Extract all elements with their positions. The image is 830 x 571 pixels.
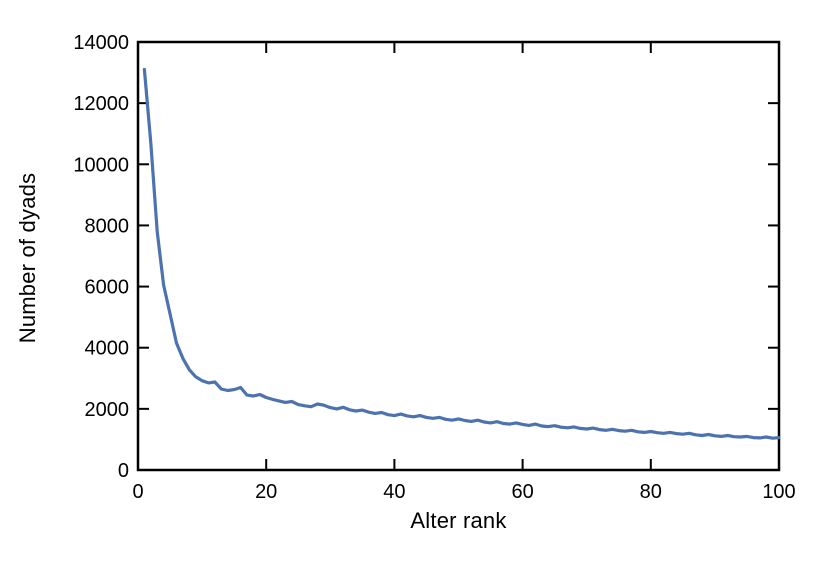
y-tick-label: 6000 [85,277,130,299]
x-tick-label: 60 [511,481,533,503]
x-tick-label: 40 [383,481,405,503]
x-tick-label: 80 [640,481,662,503]
x-tick-label: 0 [132,481,143,503]
y-tick-label: 10000 [73,154,129,176]
y-tick-label: 0 [118,460,129,482]
plot-frame [136,40,781,472]
x-tick-label: 20 [255,481,277,503]
y-tick-label: 8000 [85,215,130,237]
y-tick-label: 2000 [85,399,130,421]
x-axis-label: Alter rank [410,508,507,533]
data-line [142,67,781,440]
x-tick-label: 100 [762,481,795,503]
y-tick-label: 12000 [73,93,129,115]
y-tick-label: 4000 [85,338,130,360]
y-axis-label: Number of dyads [15,172,40,344]
y-tick-label: 14000 [73,32,129,54]
